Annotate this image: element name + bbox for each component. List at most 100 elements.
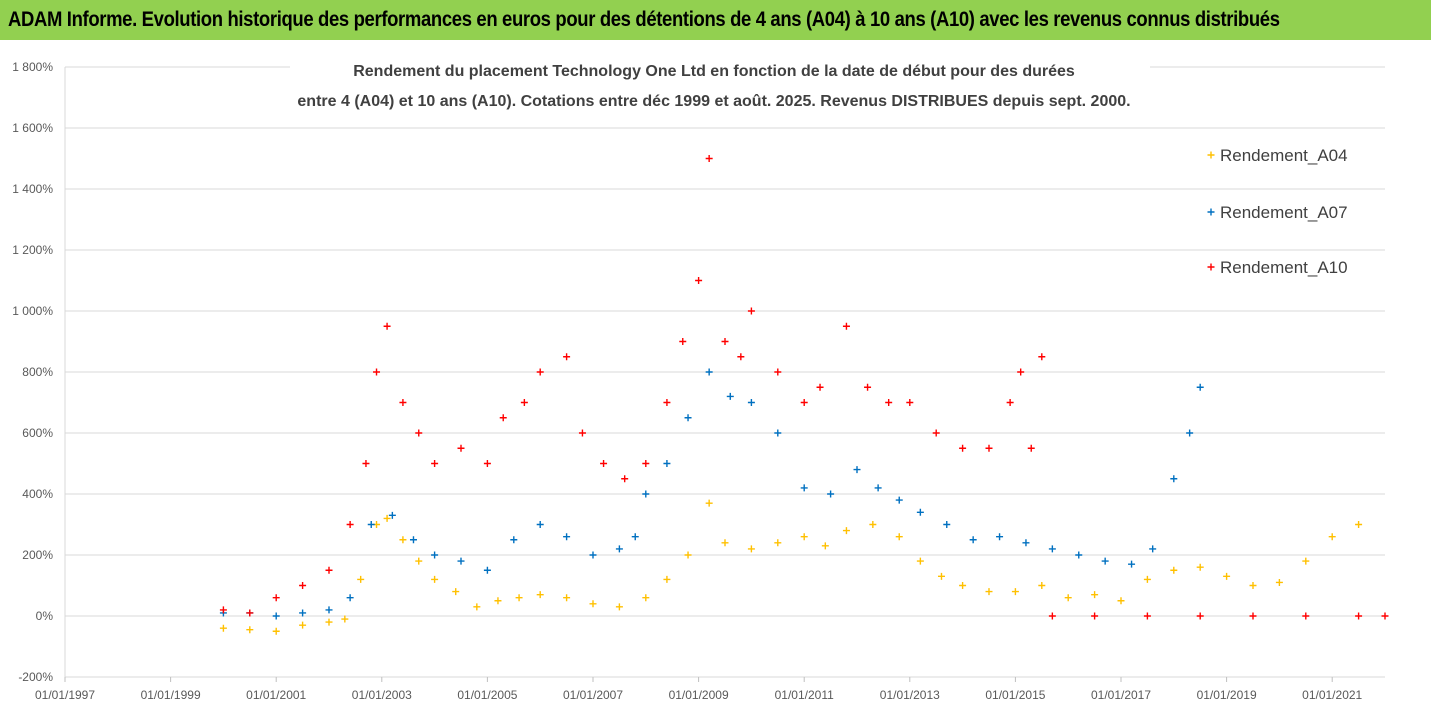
data-point [452, 588, 460, 596]
legend-label: Rendement_A10 [1220, 258, 1348, 277]
data-point [515, 594, 523, 602]
chart-area: 1 800% 1 600% 1 400% 1 200% 1 000% 800% 600% 40… [0, 40, 1431, 721]
data-point [357, 575, 365, 583]
y-tick-label: 0% [36, 609, 54, 623]
data-point [563, 594, 571, 602]
data-point [959, 582, 967, 589]
data-point [346, 521, 354, 528]
data-point [895, 496, 903, 504]
data-point [494, 597, 502, 605]
data-point [869, 521, 877, 528]
title-background [290, 50, 1150, 120]
data-point [325, 566, 333, 574]
data-point [642, 460, 650, 467]
data-point [705, 499, 713, 507]
data-point [663, 575, 671, 583]
data-point [827, 490, 835, 498]
data-point [684, 414, 692, 422]
data-point [1355, 612, 1363, 620]
data-point [536, 368, 544, 376]
chart-legend: Rendement_A04 Rendement_A07 Rendement_A10 [1207, 146, 1348, 277]
data-point [415, 429, 423, 437]
data-point [747, 399, 755, 406]
x-tick-label: 01/01/2021 [1302, 688, 1362, 702]
data-point [1149, 545, 1157, 553]
data-point [737, 353, 745, 361]
data-point [563, 533, 571, 541]
data-point [1196, 563, 1204, 571]
y-tick-label: -200% [18, 670, 53, 684]
data-point [325, 618, 333, 626]
data-point [520, 399, 528, 406]
x-tick-label: 01/01/2011 [775, 688, 834, 702]
report-title: ADAM Informe. Evolution historique des p… [8, 8, 1280, 31]
data-point [431, 460, 439, 467]
x-tick-label: 01/01/1999 [141, 688, 201, 702]
data-point [1302, 557, 1310, 565]
data-point [774, 539, 782, 547]
data-point [642, 490, 650, 498]
data-point [747, 307, 755, 315]
y-tick-label: 800% [22, 365, 53, 379]
legend-marker [1207, 263, 1215, 271]
data-point [1275, 578, 1283, 586]
legend-label: Rendement_A07 [1220, 203, 1348, 222]
data-point [299, 609, 307, 617]
data-point [589, 551, 597, 559]
data-point [774, 429, 782, 437]
data-point [1075, 551, 1083, 559]
data-point [499, 414, 507, 422]
data-point [615, 545, 623, 553]
data-point [916, 557, 924, 565]
data-point [362, 460, 370, 467]
series-rendement-a10 [219, 155, 1389, 620]
data-point [721, 338, 729, 345]
y-tick-label: 600% [22, 426, 53, 440]
data-point [431, 551, 439, 559]
data-point [483, 566, 491, 574]
data-point [985, 588, 993, 596]
data-point [399, 399, 407, 406]
data-point [246, 626, 254, 634]
data-point [1022, 539, 1030, 547]
x-tick-label: 01/01/2013 [880, 688, 940, 702]
data-point [483, 460, 491, 467]
data-point [1196, 612, 1204, 620]
data-point [895, 533, 903, 541]
data-point [272, 627, 280, 635]
data-point [246, 609, 254, 617]
data-point [1143, 575, 1151, 583]
data-point [747, 545, 755, 553]
x-tick-label: 01/01/2001 [246, 688, 306, 702]
report-banner: ADAM Informe. Evolution historique des p… [0, 0, 1431, 40]
data-point [1101, 557, 1109, 565]
data-point [383, 514, 391, 522]
data-point [1302, 612, 1310, 620]
data-point [1048, 612, 1056, 620]
data-point [726, 392, 734, 400]
chart-title-line1: Rendement du placement Technology One Lt… [353, 63, 1075, 80]
data-point [536, 591, 544, 599]
data-point [937, 572, 945, 580]
data-point [1355, 521, 1363, 528]
data-point [399, 536, 407, 544]
x-tick-label: 01/01/2019 [1197, 688, 1257, 702]
x-tick-label: 01/01/2017 [1091, 688, 1151, 702]
data-point [853, 466, 861, 474]
data-point [1091, 612, 1099, 620]
data-point [346, 594, 354, 602]
data-point [1006, 399, 1014, 406]
data-point [457, 557, 465, 565]
x-tick-label: 01/01/2007 [563, 688, 623, 702]
data-point [1170, 566, 1178, 574]
data-point [1091, 591, 1099, 599]
data-point [679, 338, 687, 345]
legend-marker [1207, 208, 1215, 216]
data-point [473, 603, 481, 611]
data-point [1038, 582, 1046, 589]
data-point [510, 536, 518, 544]
x-tick-label: 01/01/2005 [457, 688, 517, 702]
data-point [842, 322, 850, 330]
data-point [563, 353, 571, 361]
y-tick-label: 1 600% [12, 121, 53, 135]
